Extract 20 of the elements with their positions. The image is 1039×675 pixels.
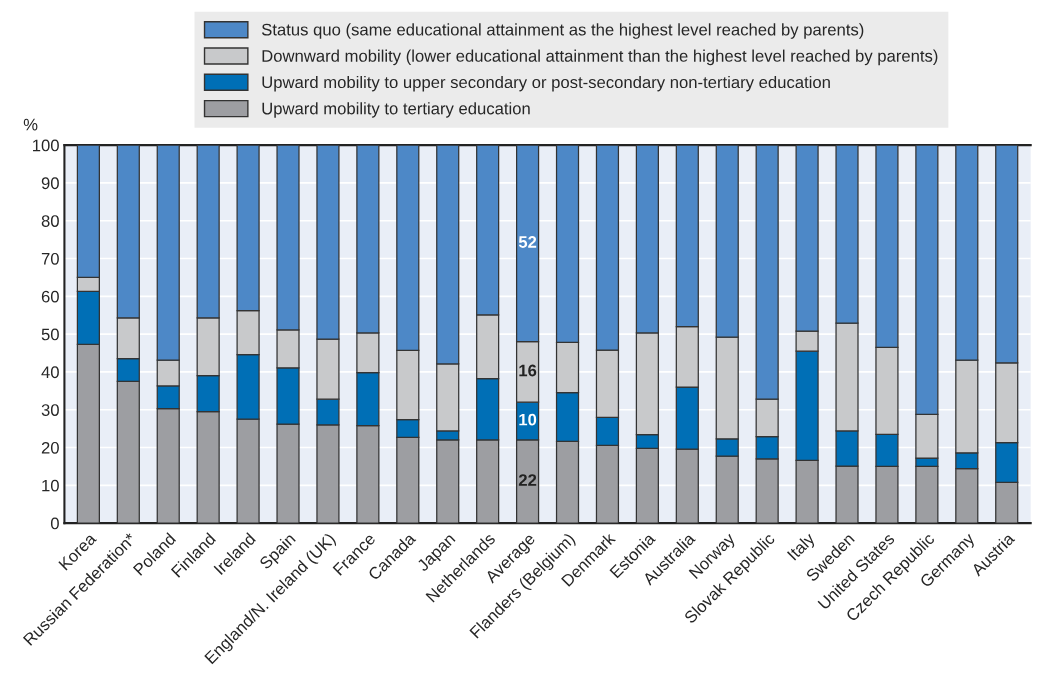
data-label: 16 bbox=[519, 364, 537, 377]
y-tick-label: 70 bbox=[41, 252, 59, 265]
y-tick-label: 50 bbox=[41, 328, 59, 341]
legend-label: Downward mobility (lower educational attainment than the highest level reached by parents) bbox=[262, 49, 938, 66]
y-tick-label: 20 bbox=[41, 441, 59, 454]
legend-label: Upward mobility to tertiary education bbox=[262, 102, 530, 118]
data-label: 10 bbox=[519, 413, 537, 426]
y-tick-label: 40 bbox=[41, 366, 59, 379]
y-tick-label: 90 bbox=[41, 177, 59, 190]
y-tick-label: 0 bbox=[50, 517, 59, 530]
legend-label: Upward mobility to upper secondary or post-secondary non-tertiary education bbox=[262, 75, 830, 92]
y-tick-label: 30 bbox=[41, 404, 59, 416]
y-tick-label: 60 bbox=[41, 290, 59, 303]
y-tick-label: 10 bbox=[42, 479, 59, 492]
y-axis-title: % bbox=[23, 118, 38, 131]
legend-label: Status quo (same educational attainment as the highest level reached by parents) bbox=[261, 23, 864, 39]
y-tick-label: 80 bbox=[41, 215, 59, 227]
y-tick-label: 100 bbox=[33, 139, 59, 152]
data-label: 52 bbox=[518, 236, 537, 248]
data-label: 22 bbox=[518, 474, 537, 486]
